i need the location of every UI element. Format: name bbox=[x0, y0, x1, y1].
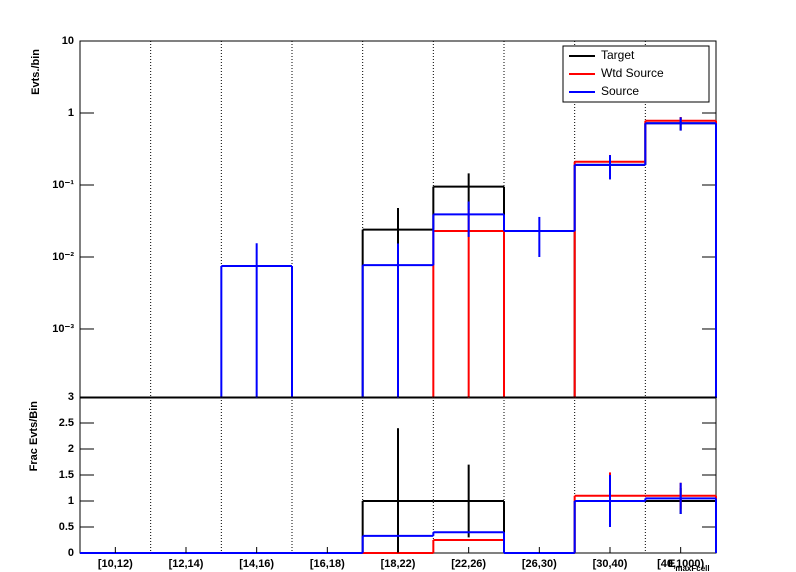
y-tick-label: 1.5 bbox=[59, 469, 74, 481]
y-tick-label: 10 bbox=[62, 35, 74, 47]
legend-label: Target bbox=[601, 48, 635, 62]
y-axis-label: Frac Evts/Bin bbox=[28, 401, 40, 472]
x-tick-label: [10,12) bbox=[98, 558, 133, 570]
y-tick-label: 2.5 bbox=[59, 417, 74, 429]
y-tick-label: 3 bbox=[68, 391, 74, 403]
x-axis-label-sub: maxFcell bbox=[675, 564, 709, 572]
x-tick-label: [30,40) bbox=[593, 558, 628, 570]
y-tick-label: 1 bbox=[68, 107, 74, 119]
y-tick-label: 10⁻³ bbox=[52, 323, 74, 335]
x-tick-label: [22,26) bbox=[451, 558, 486, 570]
x-tick-label: [16,18) bbox=[310, 558, 345, 570]
x-tick-label: [14,16) bbox=[239, 558, 274, 570]
y-tick-label: 0 bbox=[68, 547, 74, 559]
y-tick-label: 1 bbox=[68, 495, 74, 507]
legend-label: Source bbox=[601, 84, 639, 98]
x-axis-label: EmaxFcell bbox=[668, 558, 710, 572]
y-tick-label: 0.5 bbox=[59, 521, 74, 533]
legend-label: Wtd Source bbox=[601, 66, 664, 80]
y-tick-label: 2 bbox=[68, 443, 74, 455]
y-axis-label: Evts./bin bbox=[30, 49, 42, 95]
x-axis-label-main: E bbox=[668, 558, 675, 570]
x-tick-label: [26,30) bbox=[522, 558, 557, 570]
x-tick-label: [40,1000) bbox=[657, 558, 704, 570]
x-tick-label: [12,14) bbox=[169, 558, 204, 570]
x-tick-label: [18,22) bbox=[381, 558, 416, 570]
y-tick-label: 10⁻¹ bbox=[52, 179, 74, 191]
y-tick-label: 10⁻² bbox=[52, 251, 74, 263]
